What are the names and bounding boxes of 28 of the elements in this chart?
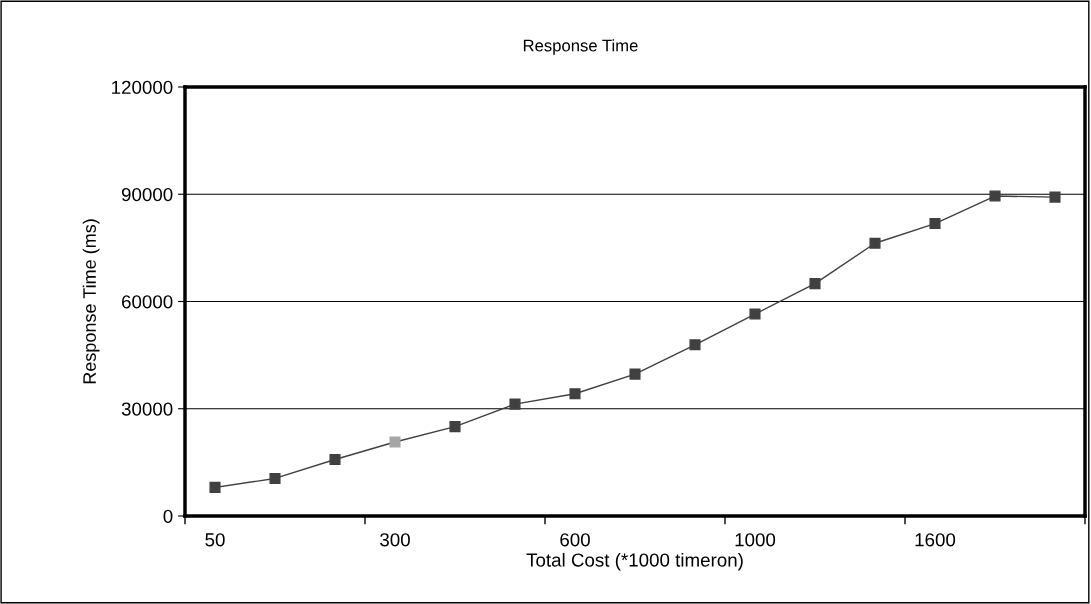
point [989, 190, 1001, 202]
point [389, 436, 401, 448]
point [689, 339, 701, 351]
x-tick-label: 300 [380, 533, 410, 547]
point [809, 278, 821, 290]
y-tick-label: 60000 [122, 295, 173, 309]
y-tick-label: 0 [163, 509, 173, 523]
y-tick-label: 90000 [121, 187, 173, 202]
x-tick-label: 600 [560, 533, 590, 547]
x-axis-title: Total Cost (*1000 timeron) [526, 552, 743, 571]
point [269, 472, 281, 485]
x-tick-label: 50 [205, 533, 225, 547]
point [209, 481, 221, 493]
point [329, 453, 341, 466]
point [449, 421, 461, 433]
y-tick-label: 30000 [121, 402, 173, 416]
point [869, 237, 881, 249]
point [569, 388, 581, 400]
point [509, 398, 521, 410]
point [929, 218, 941, 230]
point [1049, 191, 1061, 203]
y-tick-label: 120000 [112, 80, 173, 94]
point [629, 368, 641, 380]
y-axis-title: Response Time (ms) [82, 219, 100, 384]
point [749, 308, 761, 320]
chart-title: Response Time [523, 39, 638, 55]
x-tick-label: 1600 [915, 533, 956, 547]
x-tick-label: 1000 [735, 533, 776, 547]
